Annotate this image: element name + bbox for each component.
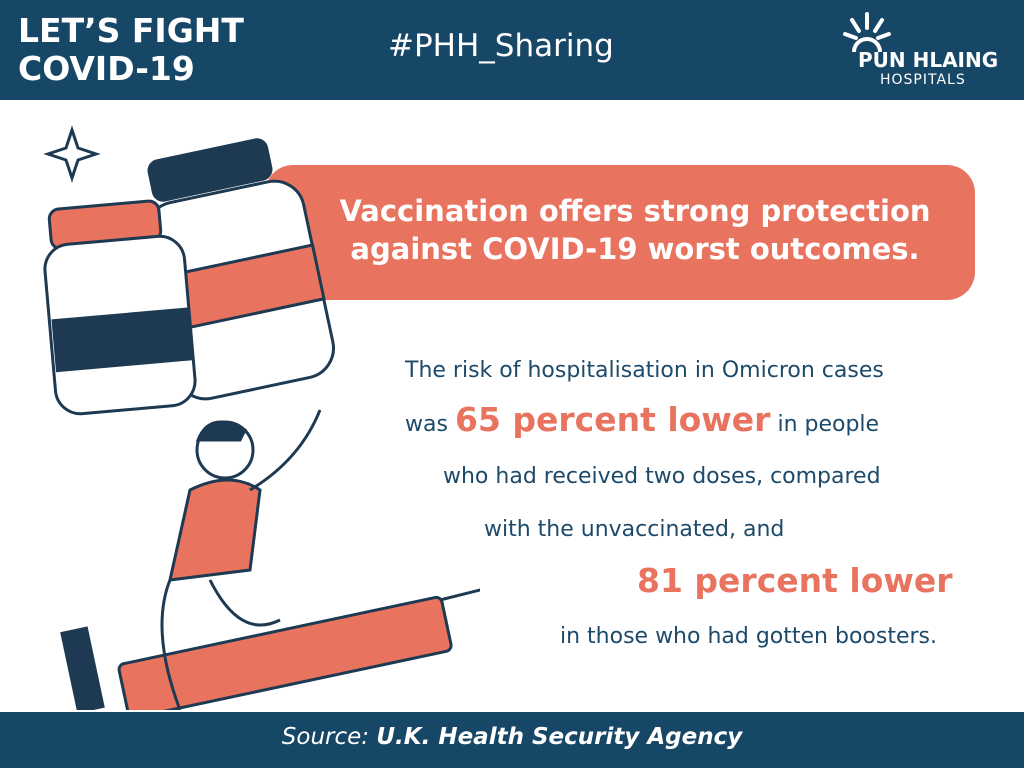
headline: Vaccination offers strong protection	[339, 194, 931, 228]
footer-bar	[0, 712, 1024, 768]
body-text: with the unvaccinated, and	[484, 517, 785, 542]
header-title: COVID-19	[18, 49, 195, 88]
footer-text: Source: U.K. Health Security Agency	[0, 724, 1024, 750]
logo-name: PUN HLAING	[858, 48, 999, 72]
highlight: 81 percent lower	[637, 561, 953, 600]
source-name: U.K. Health Security Agency	[376, 724, 743, 750]
source-label: Source:	[281, 724, 370, 750]
headline-banner	[265, 165, 975, 300]
headline: against COVID-19 worst outcomes.	[350, 232, 920, 266]
highlight: 65 percent lower	[454, 400, 771, 439]
hashtag: #PHH_Sharing	[388, 28, 614, 64]
header-title: LET’S FIGHT	[18, 11, 244, 50]
body-line: was 65 percent lower in people	[405, 400, 879, 439]
body-text: who had received two doses, compared	[443, 464, 881, 489]
body-text: was	[405, 412, 448, 437]
body-text: in people	[777, 412, 880, 437]
body-text: in those who had gotten boosters.	[560, 624, 937, 649]
logo-icon	[843, 12, 891, 53]
body-text: The risk of hospitalisation in Omicron c…	[405, 358, 884, 383]
illustration	[43, 125, 480, 710]
logo-subtitle: HOSPITALS	[880, 72, 966, 88]
